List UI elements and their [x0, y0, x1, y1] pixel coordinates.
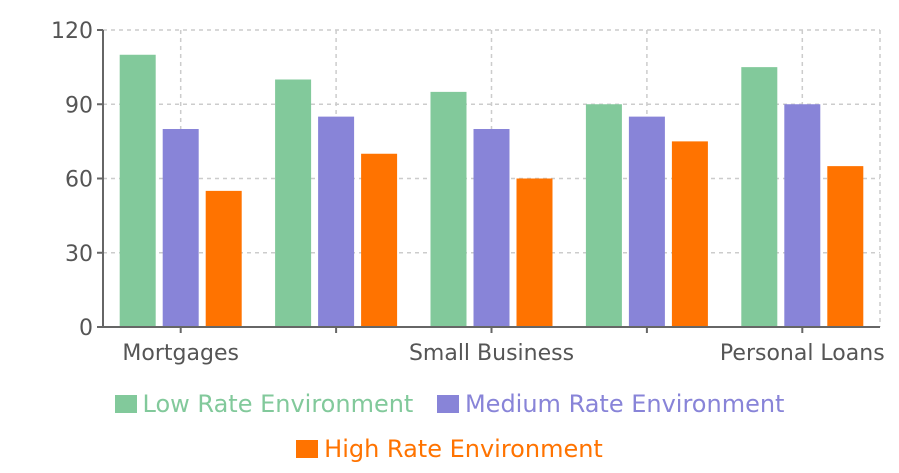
legend-swatch-high [296, 440, 319, 458]
legend-swatch-low [114, 395, 137, 413]
legend-item-medium[interactable]: Medium Rate Environment [436, 382, 785, 426]
bar-low-1[interactable] [275, 79, 312, 328]
bar-high-3[interactable] [671, 141, 708, 327]
bar-low-2[interactable] [430, 91, 467, 327]
legend: Low Rate Environment Medium Rate Environ… [0, 382, 899, 472]
legend-label-medium: Medium Rate Environment [464, 390, 785, 418]
bar-high-2[interactable] [516, 178, 553, 328]
bar-low-3[interactable] [585, 104, 622, 327]
bar-medium-4[interactable] [784, 104, 821, 327]
bars [119, 54, 864, 328]
y-tick-label: 120 [51, 19, 93, 44]
legend-item-low[interactable]: Low Rate Environment [114, 382, 414, 426]
legend-swatch-medium [436, 395, 459, 413]
x-axis-labels: Mortgages Small Business Personal Loans [122, 327, 885, 366]
bar-medium-3[interactable] [628, 116, 665, 327]
x-tick-label: Small Business [409, 341, 574, 366]
y-tick-label: 60 [65, 168, 93, 193]
bar-high-0[interactable] [205, 190, 242, 327]
bar-medium-2[interactable] [473, 129, 510, 327]
y-tick-label: 30 [65, 242, 93, 267]
bar-high-4[interactable] [827, 166, 864, 327]
bar-medium-1[interactable] [318, 116, 355, 327]
legend-item-high[interactable]: High Rate Environment [296, 427, 603, 471]
bar-medium-0[interactable] [162, 129, 199, 327]
legend-label-high: High Rate Environment [324, 435, 603, 463]
bar-low-0[interactable] [119, 54, 156, 327]
bar-chart: 0 30 60 90 120 Mortgages Small Business Person… [51, 19, 885, 366]
x-tick-label: Mortgages [122, 341, 239, 366]
y-tick-label: 90 [65, 93, 93, 118]
legend-label-low: Low Rate Environment [142, 390, 414, 418]
x-tick-label: Personal Loans [720, 341, 885, 366]
bar-low-4[interactable] [741, 67, 778, 327]
y-axis-ticks: 0 30 60 90 120 [51, 19, 103, 341]
y-tick-label: 0 [79, 316, 93, 341]
bar-high-1[interactable] [361, 153, 398, 327]
